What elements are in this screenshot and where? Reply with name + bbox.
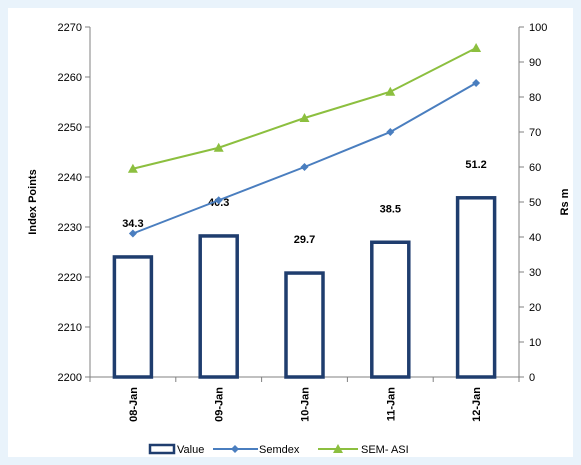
y-right-tick-label: 20 (529, 302, 541, 314)
y-left-tick-label: 2270 (58, 22, 82, 34)
y-axis-right-title: Rs m (559, 188, 571, 215)
sem-asi-point (385, 86, 396, 96)
semdex-point (472, 79, 481, 87)
semdex-line (132, 82, 477, 235)
y-right-tick-label: 90 (529, 57, 541, 69)
bar-data-label: 29.7 (294, 234, 315, 246)
y-right-tick-label: 40 (529, 232, 541, 244)
semdex-point (300, 163, 309, 171)
x-tick-label: 11-Jan (385, 387, 397, 422)
x-tick-label: 10-Jan (300, 387, 312, 422)
y-left-tick-label: 2210 (58, 322, 82, 334)
y-right-tick-label: 70 (529, 127, 541, 139)
bar-value (370, 240, 411, 379)
sem-asi-point (471, 43, 482, 52)
semdex-point (128, 229, 137, 238)
y-right-tick-label: 50 (529, 197, 541, 209)
y-left-tick-label: 2240 (58, 172, 82, 184)
sem-asi-point (213, 142, 224, 152)
bar-data-label: 51.2 (465, 159, 486, 171)
x-tick-label: 09-Jan (214, 387, 226, 422)
y-right-tick-label: 80 (529, 92, 541, 104)
y-left-tick-label: 2230 (58, 222, 82, 234)
sem-asi-point (299, 113, 310, 122)
semdex-point (214, 196, 223, 205)
bar-value (284, 271, 325, 379)
y-right-tick-label: 10 (529, 337, 541, 349)
bar-value (112, 255, 154, 379)
y-left-tick-label: 2260 (58, 72, 82, 84)
legend-sem-asi-marker-point (333, 444, 343, 453)
x-tick-label: 08-Jan (128, 387, 140, 422)
legend-semdex-label: Semdex (259, 444, 300, 456)
bar-value (198, 234, 239, 379)
legend-semdex-marker-point (231, 445, 239, 453)
y-right-tick-label: 100 (529, 22, 547, 34)
y-left-tick-label: 2220 (58, 272, 82, 284)
y-left-tick-label: 2250 (58, 122, 82, 134)
y-right-tick-label: 60 (529, 162, 541, 174)
y-right-tick-label: 0 (529, 372, 535, 384)
y-left-tick-label: 2200 (58, 372, 82, 384)
y-right-tick-label: 30 (529, 267, 541, 279)
sem-asi-point (127, 163, 138, 173)
semdex-point (386, 128, 395, 136)
legend-value-swatch (148, 443, 176, 455)
y-axis-left-title: Index Points (27, 169, 39, 234)
legend-sem-asi-label: SEM- ASI (361, 444, 409, 456)
bar-data-label: 34.3 (122, 218, 143, 230)
bar-data-label: 38.5 (380, 203, 401, 215)
sem-asi-line (132, 47, 477, 170)
legend-value-label: Value (177, 444, 204, 456)
x-tick-label: 12-Jan (471, 387, 483, 422)
bar-value (455, 196, 497, 379)
